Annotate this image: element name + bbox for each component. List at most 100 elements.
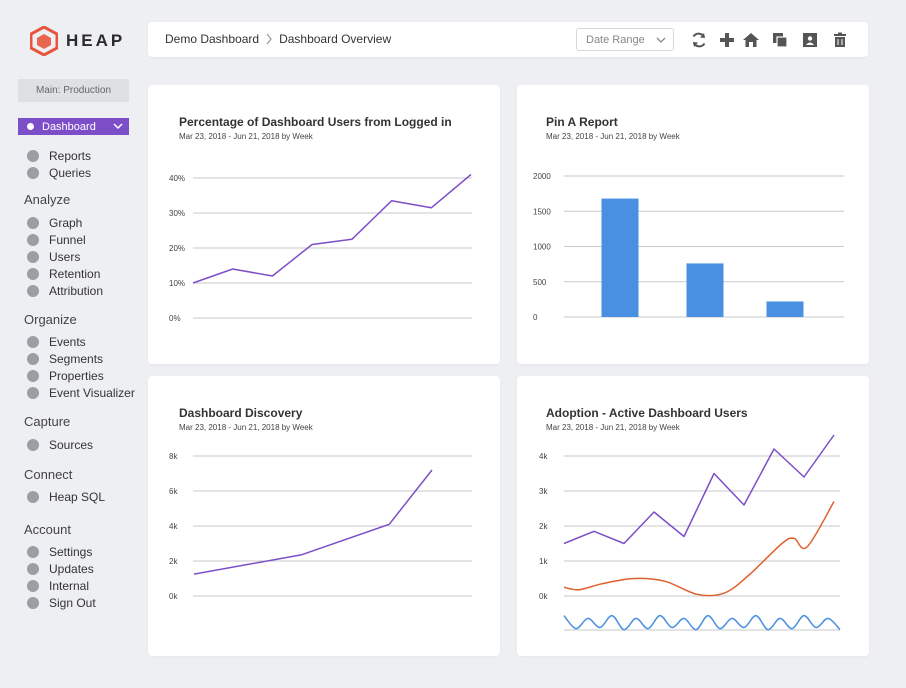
nav-bullet-icon [27, 167, 39, 179]
sidebar-item-queries[interactable]: Queries [27, 166, 91, 180]
card-title: Pin A Report [546, 115, 618, 129]
user-card-icon[interactable] [801, 31, 819, 49]
refresh-icon[interactable] [690, 31, 708, 49]
y-tick-label: 0% [169, 314, 181, 323]
sidebar-item-users[interactable]: Users [27, 250, 80, 264]
y-tick-label: 1000 [533, 243, 551, 252]
sidebar-item-properties[interactable]: Properties [27, 369, 104, 383]
y-tick-label: 1k [539, 557, 548, 566]
nav-bullet-icon [27, 439, 39, 451]
date-range-select[interactable]: Date Range [576, 28, 674, 51]
nav-bullet-icon [27, 217, 39, 229]
y-tick-label: 8k [169, 452, 178, 461]
sidebar-item-label: Heap SQL [49, 490, 106, 504]
chevron-down-icon [656, 37, 666, 43]
card-title: Dashboard Discovery [179, 406, 303, 420]
sidebar-item-sign-out[interactable]: Sign Out [27, 596, 96, 610]
heap-hexagon-icon [30, 26, 58, 56]
section-heading-organize: Organize [24, 312, 77, 327]
sidebar-item-label: Attribution [49, 284, 104, 298]
nav-bullet-icon [27, 150, 39, 162]
card-subtitle: Mar 23, 2018 - Jun 21, 2018 by Week [546, 132, 680, 141]
sidebar-item-label: Graph [49, 216, 83, 230]
sidebar-item-label: Sign Out [49, 596, 96, 610]
y-tick-label: 0k [539, 592, 548, 601]
card-subtitle: Mar 23, 2018 - Jun 21, 2018 by Week [179, 132, 313, 141]
y-tick-label: 1500 [533, 207, 551, 216]
sidebar-item-events[interactable]: Events [27, 335, 86, 349]
sidebar-item-segments[interactable]: Segments [27, 352, 103, 366]
sidebar-item-label: Properties [49, 369, 104, 383]
y-tick-label: 30% [169, 209, 185, 218]
sidebar-item-updates[interactable]: Updates [27, 562, 94, 576]
card-subtitle: Mar 23, 2018 - Jun 21, 2018 by Week [546, 423, 680, 432]
dashboard-dot-icon [27, 123, 34, 130]
card-subtitle: Mar 23, 2018 - Jun 21, 2018 by Week [179, 423, 313, 432]
nav-bullet-icon [27, 546, 39, 558]
series-line-orange [563, 501, 835, 597]
sidebar-item-sources[interactable]: Sources [27, 438, 93, 452]
sidebar-item-reports[interactable]: Reports [27, 149, 91, 163]
y-tick-label: 3k [539, 487, 548, 496]
sidebar-item-attribution[interactable]: Attribution [27, 284, 103, 298]
sidebar-item-heap-sql[interactable]: Heap SQL [27, 490, 105, 504]
breadcrumb-demo-dashboard[interactable]: Demo Dashboard [165, 32, 260, 46]
bar [601, 198, 639, 317]
sidebar-item-label: Retention [49, 267, 101, 281]
nav-bullet-icon [27, 285, 39, 297]
section-heading-analyze: Analyze [24, 192, 71, 207]
chevron-right-icon [266, 33, 272, 45]
breadcrumb: Demo Dashboard Dashboard Overview [165, 32, 391, 46]
nav-bullet-icon [27, 234, 39, 246]
y-tick-label: 20% [169, 244, 185, 253]
heap-logo[interactable]: HEAP [30, 26, 125, 56]
nav-bullet-icon [27, 268, 39, 280]
plus-icon[interactable] [718, 31, 736, 49]
date-range-placeholder: Date Range [586, 33, 645, 46]
dashboard-select[interactable]: Dashboard [18, 118, 129, 135]
y-tick-label: 0k [169, 592, 178, 601]
nav-bullet-icon [27, 251, 39, 263]
nav-bullet-icon [27, 563, 39, 575]
bar [686, 263, 724, 317]
top-header: Demo Dashboard Dashboard Overview Date R… [148, 22, 868, 57]
logo-text: HEAP [66, 31, 126, 50]
y-tick-label: 4k [539, 452, 548, 461]
y-tick-label: 500 [533, 278, 547, 287]
sidebar-item-event-visualizer[interactable]: Event Visualizer [27, 386, 135, 400]
card-logged-in-percentage: Percentage of Dashboard Users from Logge… [148, 85, 500, 364]
y-tick-label: 2k [169, 557, 178, 566]
trash-icon[interactable] [831, 31, 849, 49]
card-pin-a-report: Pin A Report Mar 23, 2018 - Jun 21, 2018… [517, 85, 869, 364]
copy-icon[interactable] [771, 31, 789, 49]
chart-dashboard-discovery: 0k 2k 4k 6k 8k [169, 452, 472, 601]
sidebar-item-label: Segments [49, 352, 104, 366]
series-line-purple [563, 434, 835, 545]
breadcrumb-dashboard-overview[interactable]: Dashboard Overview [279, 32, 392, 46]
sidebar-item-label: Updates [49, 562, 94, 576]
sidebar-item-graph[interactable]: Graph [27, 216, 82, 230]
y-tick-label: 10% [169, 279, 185, 288]
dashboard-select-label: Dashboard [42, 120, 96, 133]
card-title: Percentage of Dashboard Users from Logge… [179, 115, 452, 129]
sidebar-item-internal[interactable]: Internal [27, 579, 89, 593]
y-tick-label: 4k [169, 522, 178, 531]
chart-pin-a-report: 0 500 1000 1500 2000 [533, 172, 844, 322]
nav-bullet-icon [27, 491, 39, 503]
nav-bullet-icon [27, 336, 39, 348]
section-heading-capture: Capture [24, 414, 71, 429]
chart-logged-in-percentage: 0% 10% 20% 30% 40% [169, 173, 472, 323]
sidebar-item-label: Settings [49, 545, 93, 559]
y-tick-label: 0 [533, 313, 538, 322]
bar [766, 301, 804, 317]
sidebar-item-retention[interactable]: Retention [27, 267, 100, 281]
y-tick-label: 2000 [533, 172, 551, 181]
environment-selector[interactable]: Main: Production [18, 79, 129, 102]
sidebar-item-funnel[interactable]: Funnel [27, 233, 86, 247]
home-icon[interactable] [742, 31, 760, 49]
sidebar-item-label: Events [49, 335, 86, 349]
sidebar-item-label: Queries [49, 166, 92, 180]
sidebar-item-label: Internal [49, 579, 90, 593]
sidebar-item-label: Sources [49, 438, 94, 452]
sidebar-item-settings[interactable]: Settings [27, 545, 92, 559]
